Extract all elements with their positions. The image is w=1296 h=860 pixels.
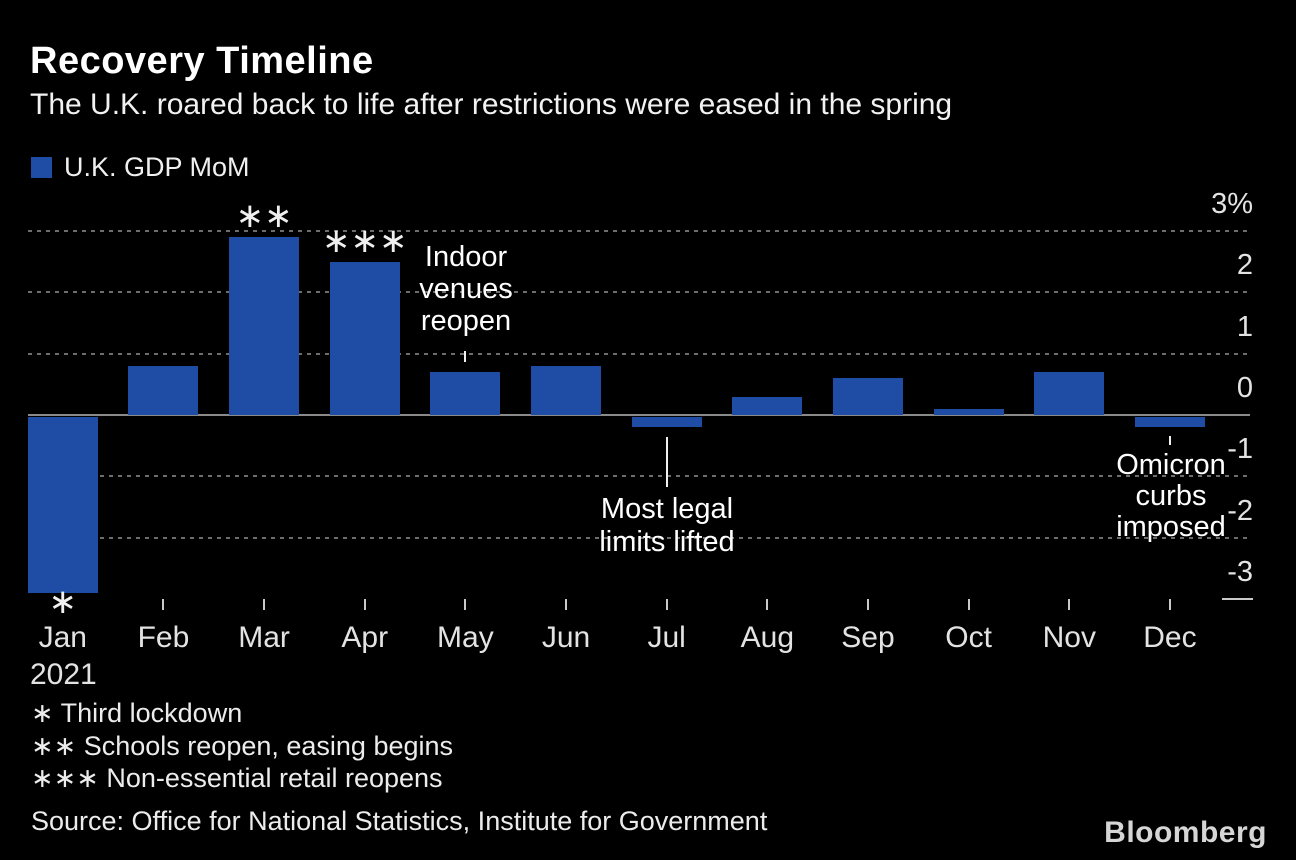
x-axis-label-jul: Jul [647, 621, 686, 654]
x-tick-mar [263, 599, 266, 610]
y-axis-label-2: 2 [1236, 249, 1253, 282]
x-axis-label-oct: Oct [945, 621, 992, 654]
annotation-line: imposed [1116, 511, 1226, 543]
bar-apr [329, 261, 400, 415]
bar-mar [229, 237, 300, 415]
footnote-2: ∗∗ Schools reopen, easing begins [31, 730, 454, 761]
x-axis-label-apr: Apr [341, 621, 389, 654]
bloomberg-logo: Bloomberg [1104, 816, 1267, 849]
bar-feb [128, 365, 199, 415]
gridline-2 [28, 291, 1250, 294]
annotation-line: curbs [1135, 480, 1207, 512]
x-tick-may [464, 599, 467, 610]
footnote-1: ∗ Third lockdown [31, 698, 243, 728]
y-axis-label-1: 1 [1236, 310, 1253, 343]
bar-sep [833, 378, 903, 415]
x-tick-oct [967, 599, 970, 610]
zero-axis-line [28, 414, 1250, 416]
annotation-line: limits lifted [599, 526, 735, 558]
x-axis-year-label: 2021 [30, 658, 97, 691]
annotation-line: Omicron [1116, 449, 1226, 481]
x-axis-label-jun: Jun [541, 621, 591, 654]
annotation-leader-dec [1169, 436, 1171, 445]
bar-aug [732, 396, 803, 415]
gridline-3% [28, 230, 1250, 233]
annotation-line: Indoor [424, 241, 508, 273]
x-tick-feb [162, 599, 165, 610]
source-line: Source: Office for National Statistics, … [31, 806, 768, 836]
annotation-jul: Most legal limits lifted [599, 493, 734, 559]
bar-jan [27, 417, 98, 593]
x-axis-label-sep: Sep [841, 621, 895, 654]
x-axis-label-may: May [437, 621, 494, 654]
page-title: Recovery Timeline [30, 40, 374, 82]
footnote-3: ∗∗∗ Non-essential retail reopens [31, 763, 443, 793]
x-tick-apr [363, 599, 366, 610]
x-axis-label-nov: Nov [1042, 621, 1096, 654]
annotation-dec: Omicron curbs imposed [1116, 450, 1226, 543]
gridline--2 [28, 536, 1250, 539]
annotation-line: reopen [420, 305, 512, 337]
x-tick-aug [766, 599, 769, 610]
legend-label: U.K. GDP MoM [64, 152, 250, 182]
x-axis-label-jan: Jan [38, 621, 87, 654]
x-axis-label-mar: Mar [238, 621, 290, 654]
gridline-1 [28, 352, 1250, 355]
y-axis-endcap [1222, 597, 1253, 600]
bar-may [430, 372, 501, 415]
y-axis-label--3: -3 [1227, 555, 1253, 588]
x-tick-jul [665, 599, 668, 610]
annotation-leader-may [464, 351, 466, 362]
y-axis-label-0: 0 [1236, 372, 1253, 404]
y-axis-label--1: -1 [1227, 433, 1253, 466]
x-tick-sep [867, 599, 869, 610]
annotation-leader-jul [666, 437, 668, 487]
legend: U.K. GDP MoM [31, 152, 250, 183]
bar-oct [933, 408, 1004, 415]
annotation-may: Indoor venues reopen [419, 241, 513, 337]
annotation-line: venues [419, 273, 513, 305]
x-axis-label-aug: Aug [740, 621, 795, 654]
page-subtitle: The U.K. roared back to life after restr… [30, 88, 953, 121]
bar-jul [631, 417, 702, 428]
x-tick-jan [61, 599, 64, 610]
legend-swatch [31, 157, 52, 178]
bar-marker-apr: ∗∗∗ [322, 221, 408, 260]
y-axis-label-3%: 3% [1211, 188, 1253, 221]
x-tick-jun [565, 599, 568, 610]
x-tick-nov [1068, 599, 1071, 610]
bar-nov [1034, 372, 1105, 415]
y-axis-label--2: -2 [1227, 494, 1253, 527]
bar-jun [531, 365, 602, 415]
annotation-line: Most legal [600, 493, 734, 525]
bar-dec [1134, 417, 1205, 428]
x-axis-label-dec: Dec [1143, 621, 1197, 654]
gridline--1 [28, 475, 1250, 478]
x-axis-label-feb: Feb [137, 621, 190, 654]
bar-marker-mar: ∗∗ [235, 197, 293, 236]
bar-marker-jan: ∗ [48, 582, 78, 621]
x-tick-dec [1168, 599, 1171, 610]
